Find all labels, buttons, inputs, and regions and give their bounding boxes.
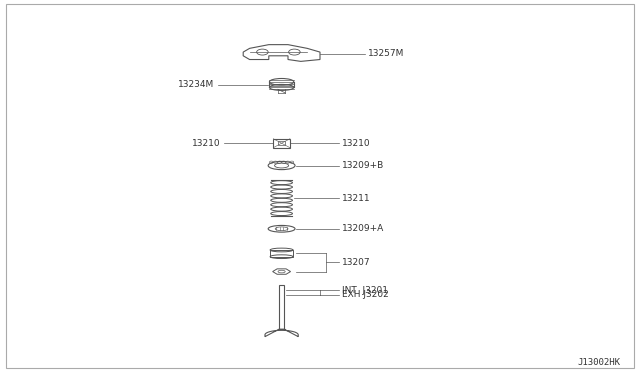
Text: J13002HK: J13002HK [578, 358, 621, 367]
Text: 13257M: 13257M [368, 49, 404, 58]
Text: 13211: 13211 [342, 193, 371, 203]
Text: 13210: 13210 [342, 139, 371, 148]
Text: 13209+B: 13209+B [342, 161, 385, 170]
Text: 13207: 13207 [342, 258, 371, 267]
Text: EXH J3202: EXH J3202 [342, 291, 389, 299]
Text: INT  J3201: INT J3201 [342, 286, 388, 295]
Text: 13210: 13210 [192, 139, 221, 148]
Text: 13234M: 13234M [178, 80, 214, 89]
Text: 13209+A: 13209+A [342, 224, 385, 233]
